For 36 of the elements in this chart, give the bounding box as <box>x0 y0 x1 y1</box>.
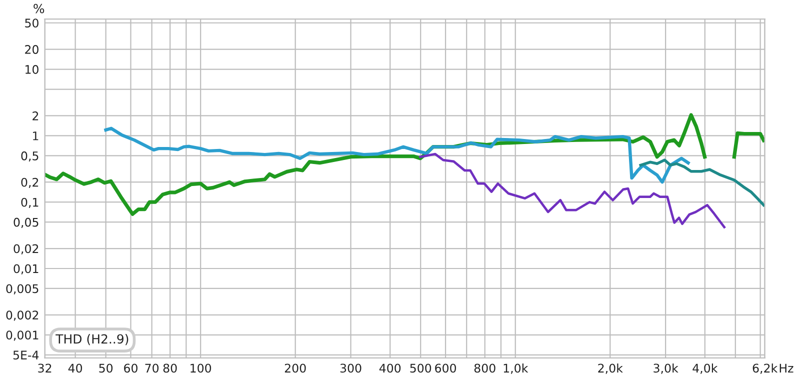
y-tick-label: 0,005 <box>6 284 38 294</box>
x-tick-label: 80 <box>163 364 177 373</box>
y-tick-label: 0,02 <box>14 244 38 254</box>
y-tick-label: 0,1 <box>21 198 38 208</box>
annotation: THD (H2..9) <box>56 334 128 346</box>
x-tick-label: 200 <box>284 364 306 373</box>
y-tick-label: 0,2 <box>21 178 38 188</box>
x-tick-label: 6,2k <box>752 363 778 374</box>
x-tick-label: 500 <box>410 364 432 373</box>
x-tick-label: 40 <box>68 364 82 373</box>
y-tick-label: 0,002 <box>6 310 38 321</box>
x-tick-label: 1,0k <box>504 363 528 374</box>
y-tick-label: 0,001 <box>6 330 38 341</box>
x-tick-label: 3,0k <box>654 363 678 374</box>
y-tick-label: 0,01 <box>14 264 38 274</box>
x-tick-label: 800 <box>474 364 496 373</box>
y-axis-title: % <box>34 4 44 14</box>
x-tick-label: 600 <box>435 364 456 373</box>
x-tick-label: 50 <box>99 364 113 373</box>
y-tick-label: 50 <box>25 18 38 28</box>
y-tick-label: 5E-4 <box>13 350 39 360</box>
x-tick-label: 400 <box>379 364 401 373</box>
y-tick-label: 20 <box>25 45 38 54</box>
y-tick-label: 0,05 <box>14 218 38 228</box>
x-tick-label: 70 <box>145 364 159 373</box>
x-tick-label: 4,0k <box>692 363 718 374</box>
x-axis-title: Hz <box>780 364 794 372</box>
y-tick-label: 1 <box>33 132 38 140</box>
x-tick-label: 2,0k <box>598 363 623 374</box>
x-tick-label: 300 <box>340 364 362 373</box>
x-tick-label: 100 <box>190 364 212 373</box>
y-tick-label: 0,5 <box>21 151 38 162</box>
x-tick-label: 60 <box>124 364 138 373</box>
x-tick-label: 32 <box>38 364 52 373</box>
y-tick-label: 10 <box>26 65 38 74</box>
y-tick-label: 2 <box>32 111 38 120</box>
